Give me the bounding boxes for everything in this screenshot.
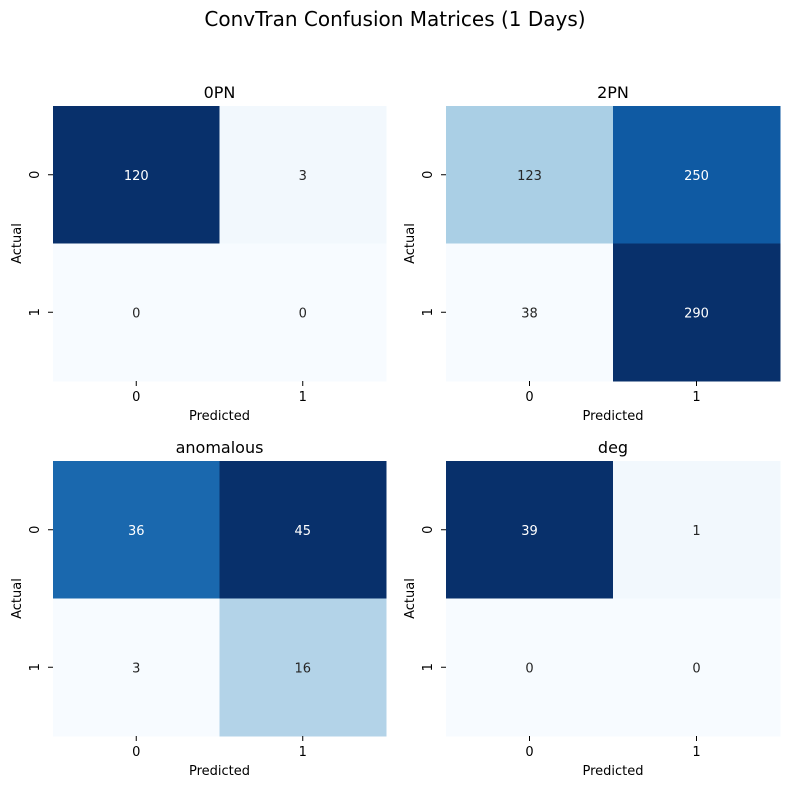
x-tick-label: 0 — [525, 390, 533, 405]
y-axis-label: Actual — [403, 578, 418, 619]
cell-value-label: 3 — [299, 169, 307, 184]
cell-value-label: 0 — [525, 661, 533, 676]
y-tick-label: 1 — [28, 308, 43, 316]
x-tick-label: 0 — [132, 390, 140, 405]
x-tick-label: 0 — [132, 745, 140, 760]
heatmap-cell — [613, 461, 781, 599]
panel-title: deg — [598, 438, 628, 457]
heatmap-cell — [219, 106, 387, 244]
heatmap-cell — [613, 243, 781, 382]
y-axis-label: Actual — [403, 223, 418, 264]
heatmap-cell — [219, 598, 387, 737]
cell-value-label: 0 — [132, 306, 140, 321]
x-tick-label: 1 — [692, 745, 700, 760]
cell-value-label: 290 — [684, 306, 709, 321]
heatmap-cell — [219, 243, 387, 382]
panel-title: 0PN — [204, 83, 236, 102]
heatmap-panel-3: 36 45 3 16 anomalous 0 1 0 1 Predicted Actual — [10, 438, 387, 779]
x-tick-label: 1 — [692, 390, 700, 405]
cell-value-label: 0 — [299, 306, 307, 321]
heatmap-panel-4: 39 1 0 0 deg 0 1 0 1 Predicted Actual — [403, 438, 781, 779]
cell-value-label: 1 — [692, 524, 700, 539]
heatmap-panel-2: 123 250 38 290 2PN 0 1 0 1 Predicted Actual — [403, 83, 781, 424]
figure-title: ConvTran Confusion Matrices (1 Days) — [204, 7, 585, 31]
heatmap-cell — [613, 106, 781, 244]
cell-value-label: 250 — [684, 169, 709, 184]
panel-title: 2PN — [597, 83, 629, 102]
y-tick-label: 1 — [28, 663, 43, 671]
cell-value-label: 39 — [521, 524, 538, 539]
heatmap-cell — [613, 598, 781, 737]
cell-value-label: 120 — [124, 169, 149, 184]
heatmap-cell — [446, 106, 614, 244]
cell-value-label: 123 — [517, 169, 542, 184]
x-axis-label: Predicted — [189, 409, 250, 424]
heatmap-cell — [53, 106, 220, 244]
cell-value-label: 36 — [128, 524, 145, 539]
heatmap-cell — [446, 243, 614, 382]
y-tick-label: 1 — [421, 308, 436, 316]
cell-value-label: 38 — [521, 306, 538, 321]
y-axis-label: Actual — [10, 578, 25, 619]
heatmap-cell — [219, 461, 387, 599]
cell-value-label: 3 — [132, 661, 140, 676]
y-axis-label: Actual — [10, 223, 25, 264]
cell-value-label: 16 — [294, 661, 311, 676]
x-axis-label: Predicted — [189, 764, 250, 779]
x-tick-label: 0 — [525, 745, 533, 760]
x-axis-label: Predicted — [582, 764, 643, 779]
cell-value-label: 45 — [294, 524, 311, 539]
panel-title: anomalous — [176, 438, 264, 457]
x-axis-label: Predicted — [582, 409, 643, 424]
y-tick-label: 0 — [421, 171, 436, 179]
y-tick-label: 0 — [28, 171, 43, 179]
heatmap-cell — [446, 598, 614, 737]
y-tick-label: 1 — [421, 663, 436, 671]
heatmap-cell — [53, 598, 220, 737]
heatmap-cell — [53, 461, 220, 599]
heatmap-cell — [446, 461, 614, 599]
x-tick-label: 1 — [299, 390, 307, 405]
panels: 120 3 0 0 0PN 0 1 0 1 Predicted Actual 123 250 38 290 2… — [10, 83, 781, 779]
y-tick-label: 0 — [28, 526, 43, 534]
heatmap-cell — [53, 243, 220, 382]
x-tick-label: 1 — [299, 745, 307, 760]
heatmap-panel-1: 120 3 0 0 0PN 0 1 0 1 Predicted Actual — [10, 83, 387, 424]
cell-value-label: 0 — [692, 661, 700, 676]
y-tick-label: 0 — [421, 526, 436, 534]
